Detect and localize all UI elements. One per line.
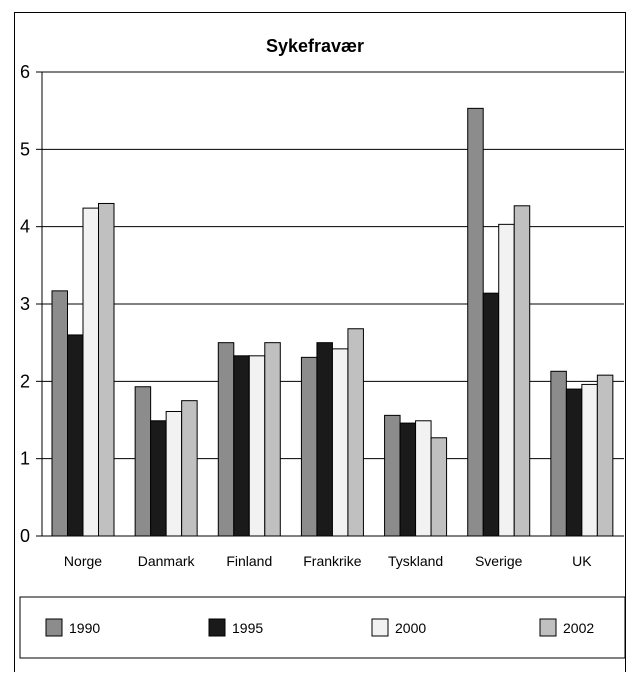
legend-box xyxy=(19,596,626,659)
y-tick-label: 0 xyxy=(20,526,30,546)
bar-tyskland-1990 xyxy=(384,414,401,537)
bar-danmark-1990 xyxy=(134,386,152,537)
legend-swatch-1995 xyxy=(208,618,226,637)
bar-norge-1995 xyxy=(67,334,84,537)
legend-label: 1990 xyxy=(69,620,100,636)
y-tick-label: 6 xyxy=(20,62,30,82)
bar-tyskland-1995 xyxy=(399,422,417,537)
y-tick-label: 4 xyxy=(20,217,30,237)
x-axis-labels: Norge Danmark Finland Frankrike Tyskland Sver… xyxy=(64,553,592,569)
x-tick-label: Sverige xyxy=(475,553,523,569)
bar-danmark-2002 xyxy=(181,400,198,537)
bar-finland-2002 xyxy=(264,342,281,537)
axes xyxy=(41,72,624,537)
legend-swatch-2000 xyxy=(371,618,389,637)
x-tick-label: Tyskland xyxy=(388,553,443,569)
bars xyxy=(51,107,614,537)
bar-sverige-1990 xyxy=(467,107,484,537)
bar-finland-1990 xyxy=(217,342,235,537)
bar-uk-1990 xyxy=(550,370,567,537)
bar-frankrike-1995 xyxy=(316,342,333,537)
bar-uk-2002 xyxy=(596,374,614,537)
bar-uk-1995 xyxy=(565,388,583,537)
y-tick-label: 2 xyxy=(20,371,30,391)
chart-title: Sykefravær xyxy=(266,36,364,56)
bar-tyskland-2000 xyxy=(415,420,432,537)
bar-frankrike-2002 xyxy=(347,328,364,537)
x-tick-label: Norge xyxy=(64,553,102,569)
bar-sverige-2002 xyxy=(513,205,531,537)
x-tick-label: UK xyxy=(572,553,592,569)
legend-label: 2002 xyxy=(563,620,594,636)
legend-label: 1995 xyxy=(232,620,263,636)
bar-sverige-2000 xyxy=(498,223,515,537)
y-axis-ticks: 0 1 2 3 4 5 6 xyxy=(20,62,42,546)
legend: 1990 1995 2000 2002 xyxy=(19,596,626,659)
y-tick-label: 3 xyxy=(20,294,30,314)
chart-frame xyxy=(14,12,626,672)
y-tick-label: 1 xyxy=(20,449,30,469)
bar-tyskland-2002 xyxy=(430,437,448,537)
bar-sverige-1995 xyxy=(482,292,500,537)
x-tick-label: Finland xyxy=(226,553,272,569)
bar-finland-1995 xyxy=(233,355,250,537)
x-tick-label: Danmark xyxy=(138,553,196,569)
x-tick-label: Frankrike xyxy=(303,553,362,569)
legend-label: 2000 xyxy=(395,620,426,636)
bar-finland-2000 xyxy=(248,355,266,537)
bar-uk-2000 xyxy=(581,383,598,537)
bar-norge-1990 xyxy=(51,290,68,537)
bar-norge-2002 xyxy=(98,202,115,537)
bar-frankrike-2000 xyxy=(331,348,349,537)
bar-frankrike-1990 xyxy=(300,356,318,537)
bar-danmark-1995 xyxy=(150,420,167,537)
bar-norge-2000 xyxy=(82,207,99,537)
y-tick-label: 5 xyxy=(20,139,30,159)
legend-swatch-1990 xyxy=(45,618,63,637)
legend-swatch-2002 xyxy=(539,618,557,637)
bar-danmark-2000 xyxy=(165,410,183,537)
